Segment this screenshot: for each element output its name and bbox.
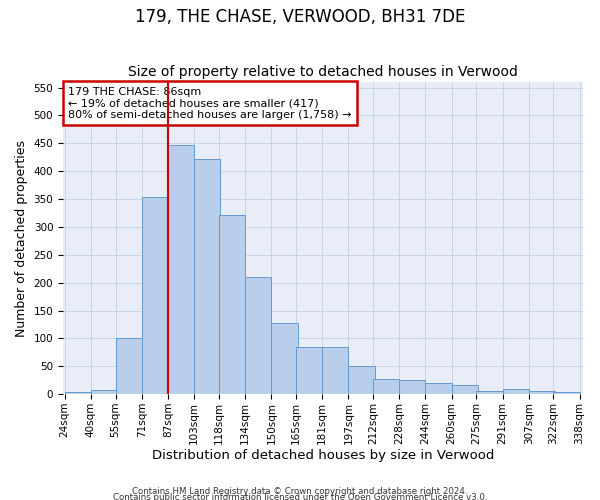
- Bar: [245, 277, 271, 394]
- Bar: [476, 392, 503, 394]
- Text: Contains public sector information licensed under the Open Government Licence v3: Contains public sector information licen…: [113, 492, 487, 500]
- Text: 179, THE CHASE, VERWOOD, BH31 7DE: 179, THE CHASE, VERWOOD, BH31 7DE: [135, 8, 465, 26]
- Bar: [168, 145, 194, 394]
- X-axis label: Distribution of detached houses by size in Verwood: Distribution of detached houses by size …: [152, 450, 494, 462]
- Bar: [219, 214, 245, 394]
- Bar: [452, 386, 478, 394]
- Bar: [553, 392, 580, 394]
- Bar: [373, 379, 399, 394]
- Title: Size of property relative to detached houses in Verwood: Size of property relative to detached ho…: [128, 66, 518, 80]
- Bar: [142, 198, 168, 394]
- Y-axis label: Number of detached properties: Number of detached properties: [15, 140, 28, 336]
- Text: 179 THE CHASE: 86sqm
← 19% of detached houses are smaller (417)
80% of semi-deta: 179 THE CHASE: 86sqm ← 19% of detached h…: [68, 86, 352, 120]
- Bar: [91, 390, 117, 394]
- Text: Contains HM Land Registry data © Crown copyright and database right 2024.: Contains HM Land Registry data © Crown c…: [132, 487, 468, 496]
- Bar: [65, 392, 91, 394]
- Bar: [116, 338, 142, 394]
- Bar: [322, 347, 349, 394]
- Bar: [529, 392, 555, 394]
- Bar: [399, 380, 425, 394]
- Bar: [271, 323, 298, 394]
- Bar: [349, 366, 374, 394]
- Bar: [503, 388, 529, 394]
- Bar: [194, 159, 220, 394]
- Bar: [296, 347, 322, 394]
- Bar: [425, 383, 452, 394]
